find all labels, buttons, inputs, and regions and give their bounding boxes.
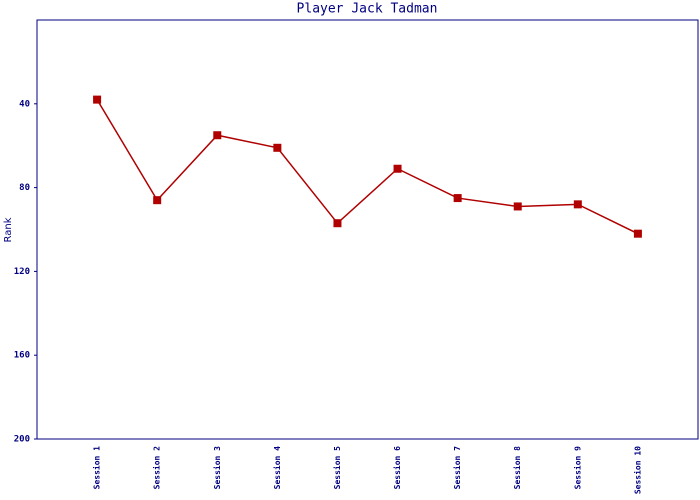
point-marker [453,194,462,203]
point-marker [333,219,342,228]
x-tick-label: Session 1 [92,446,102,490]
point-marker [513,202,522,211]
x-tick-label: Session 4 [272,446,282,490]
chart-title: Player Jack Tadman [297,2,438,17]
x-tick-label: Session 6 [392,446,402,490]
y-tick-label: 80 [19,183,30,193]
y-tick-label: 40 [19,99,30,109]
y-tick-label: 200 [14,435,30,445]
point-marker [153,196,162,205]
x-tick-label: Session 9 [572,446,582,490]
y-axis-label: Rank [3,217,14,242]
point-marker [393,164,402,173]
plot-frame [36,19,699,440]
point-marker [573,200,582,209]
x-tick-label: Session 5 [332,446,342,490]
x-tick-label: Session 10 [632,446,642,494]
x-tick-label: Session 8 [512,446,522,490]
x-tick-label: Session 3 [212,446,222,490]
x-tick-label: Session 2 [152,446,162,490]
y-tick-label: 120 [14,267,30,277]
point-marker [273,143,282,152]
y-tick-label: 160 [14,351,30,361]
point-marker [633,229,642,238]
point-marker [213,131,222,140]
series-line [96,99,639,235]
point-marker [93,95,102,104]
x-tick-label: Session 7 [452,446,462,490]
